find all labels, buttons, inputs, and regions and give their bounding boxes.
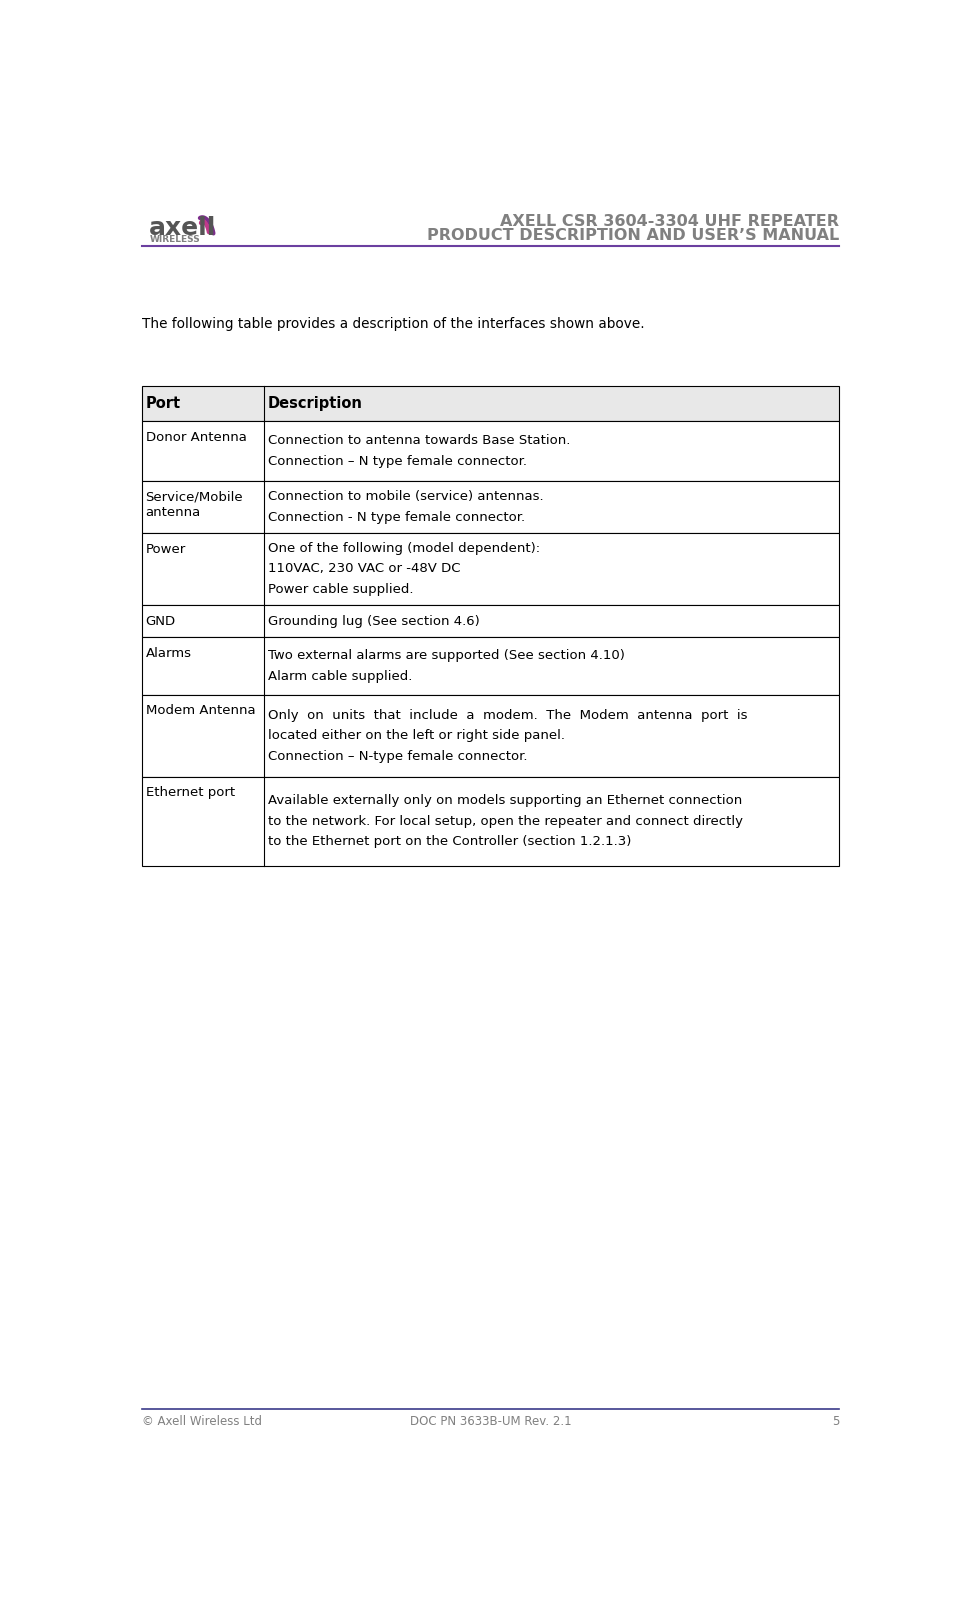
- Bar: [142, 533, 839, 605]
- Text: Available externally only on models supporting an Ethernet connection: Available externally only on models supp…: [268, 794, 742, 807]
- Text: Connection to antenna towards Base Station.: Connection to antenna towards Base Stati…: [268, 434, 570, 447]
- Text: One of the following (model dependent):: One of the following (model dependent):: [268, 542, 540, 555]
- Text: Alarm cable supplied.: Alarm cable supplied.: [268, 670, 412, 683]
- Text: axell: axell: [149, 216, 216, 240]
- Text: Connection to mobile (service) antennas.: Connection to mobile (service) antennas.: [268, 491, 544, 504]
- Text: Connection – N type female connector.: Connection – N type female connector.: [268, 455, 526, 468]
- Bar: [142, 694, 839, 776]
- Text: to the network. For local setup, open the repeater and connect directly: to the network. For local setup, open th…: [268, 815, 743, 828]
- Text: to the Ethernet port on the Controller (section 1.2.1.3): to the Ethernet port on the Controller (…: [268, 836, 631, 849]
- Text: Description: Description: [268, 395, 363, 412]
- Bar: [142, 776, 839, 867]
- Text: located either on the left or right side panel.: located either on the left or right side…: [268, 730, 565, 742]
- Bar: [142, 605, 839, 638]
- Text: 110VAC, 230 VAC or -48V DC: 110VAC, 230 VAC or -48V DC: [268, 563, 460, 576]
- Bar: [142, 481, 839, 533]
- Text: The following table provides a description of the interfaces shown above.: The following table provides a descripti…: [142, 318, 644, 331]
- Bar: [142, 421, 839, 481]
- Text: WIRELESS: WIRELESS: [149, 236, 200, 244]
- Text: Power: Power: [145, 542, 186, 555]
- Text: Donor Antenna: Donor Antenna: [145, 431, 247, 444]
- Text: Two external alarms are supported (See section 4.10): Two external alarms are supported (See s…: [268, 649, 625, 662]
- Text: Grounding lug (See section 4.6): Grounding lug (See section 4.6): [268, 615, 479, 628]
- Text: GND: GND: [145, 615, 176, 628]
- Text: Service/Mobile
antenna: Service/Mobile antenna: [145, 491, 243, 518]
- Text: AXELL CSR 3604-3304 UHF REPEATER: AXELL CSR 3604-3304 UHF REPEATER: [501, 213, 839, 229]
- Bar: [142, 638, 839, 694]
- Text: Connection – N-type female connector.: Connection – N-type female connector.: [268, 749, 527, 762]
- Text: PRODUCT DESCRIPTION AND USER’S MANUAL: PRODUCT DESCRIPTION AND USER’S MANUAL: [427, 229, 839, 244]
- Text: © Axell Wireless Ltd: © Axell Wireless Ltd: [142, 1415, 262, 1428]
- Text: Port: Port: [145, 395, 181, 412]
- Text: Only  on  units  that  include  a  modem.  The  Modem  antenna  port  is: Only on units that include a modem. The …: [268, 709, 747, 721]
- Text: Alarms: Alarms: [145, 647, 191, 660]
- Text: Power cable supplied.: Power cable supplied.: [268, 583, 413, 596]
- Text: DOC PN 3633B-UM Rev. 2.1: DOC PN 3633B-UM Rev. 2.1: [410, 1415, 571, 1428]
- Text: Ethernet port: Ethernet port: [145, 786, 234, 799]
- Bar: [142, 386, 839, 421]
- Text: Modem Antenna: Modem Antenna: [145, 704, 256, 718]
- Text: 5: 5: [832, 1415, 839, 1428]
- Text: Connection - N type female connector.: Connection - N type female connector.: [268, 510, 524, 523]
